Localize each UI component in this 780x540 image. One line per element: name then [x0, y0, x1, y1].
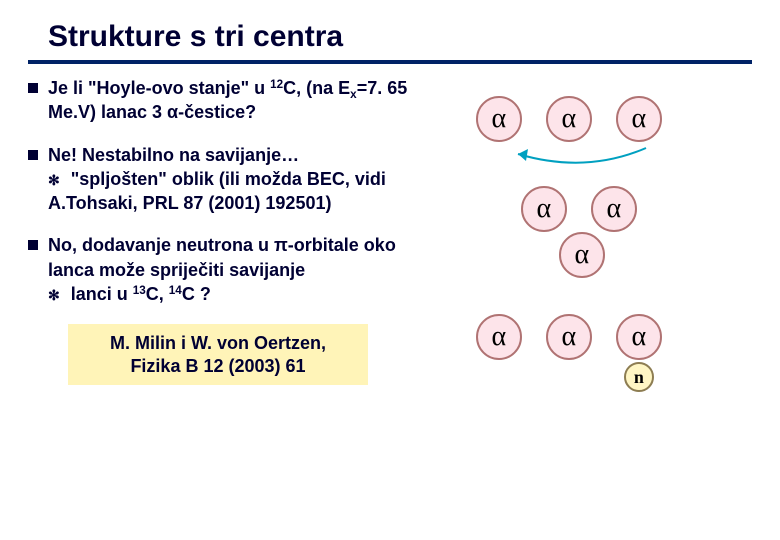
- slide-title: Strukture s tri centra: [28, 16, 752, 64]
- diagram-chain3n: α α α n: [466, 304, 716, 404]
- b1-sup12: 12: [270, 78, 283, 91]
- alpha-particle: α: [616, 314, 662, 360]
- bullet-2: Ne! Nestabilno na savijanje… ✻ "spljošte…: [28, 143, 422, 216]
- citation-l1: M. Milin i W. von Oertzen,: [110, 333, 326, 353]
- bullet-3: No, dodavanje neutrona u π-orbitale oko …: [28, 233, 422, 306]
- bullet-marker: [28, 83, 38, 93]
- b3-subpre: lanci u: [71, 284, 133, 304]
- b1-subx: x: [350, 88, 357, 101]
- b1-elem: C, (na E: [283, 78, 350, 98]
- b2-sub: "spljošten" oblik (ili možda BEC, vidi A…: [48, 169, 386, 213]
- b1-pre: Je li "Hoyle-ovo stanje" u: [48, 78, 270, 98]
- citation-l2: Fizika B 12 (2003) 61: [130, 356, 305, 376]
- b3-mid: C,: [146, 284, 169, 304]
- diagram-chain3: α α α: [466, 76, 716, 166]
- alpha-particle: α: [559, 232, 605, 278]
- neutron-particle: n: [624, 362, 654, 392]
- diagram-column: α α α α α α α α α n: [430, 76, 752, 404]
- b3-c13: 13: [133, 284, 146, 297]
- text-column: Je li "Hoyle-ovo stanje" u 12C, (na Ex=7…: [28, 76, 422, 404]
- bullet-marker: [28, 150, 38, 160]
- alpha-particle: α: [476, 314, 522, 360]
- b3-line1: No, dodavanje neutrona u π-orbitale oko …: [48, 235, 396, 279]
- b3-post: C ?: [182, 284, 211, 304]
- bending-arrow: [466, 76, 716, 166]
- alpha-particle: α: [521, 186, 567, 232]
- flower-icon: ✻: [48, 171, 60, 190]
- bullet-1: Je li "Hoyle-ovo stanje" u 12C, (na Ex=7…: [28, 76, 422, 125]
- bullet-marker: [28, 240, 38, 250]
- alpha-particle: α: [546, 314, 592, 360]
- diagram-triangle: α α α: [481, 180, 701, 290]
- alpha-particle: α: [591, 186, 637, 232]
- flower-icon: ✻: [48, 286, 60, 305]
- b2-line1: Ne! Nestabilno na savijanje…: [48, 145, 299, 165]
- citation-box: M. Milin i W. von Oertzen, Fizika B 12 (…: [68, 324, 368, 385]
- b3-c14: 14: [169, 284, 182, 297]
